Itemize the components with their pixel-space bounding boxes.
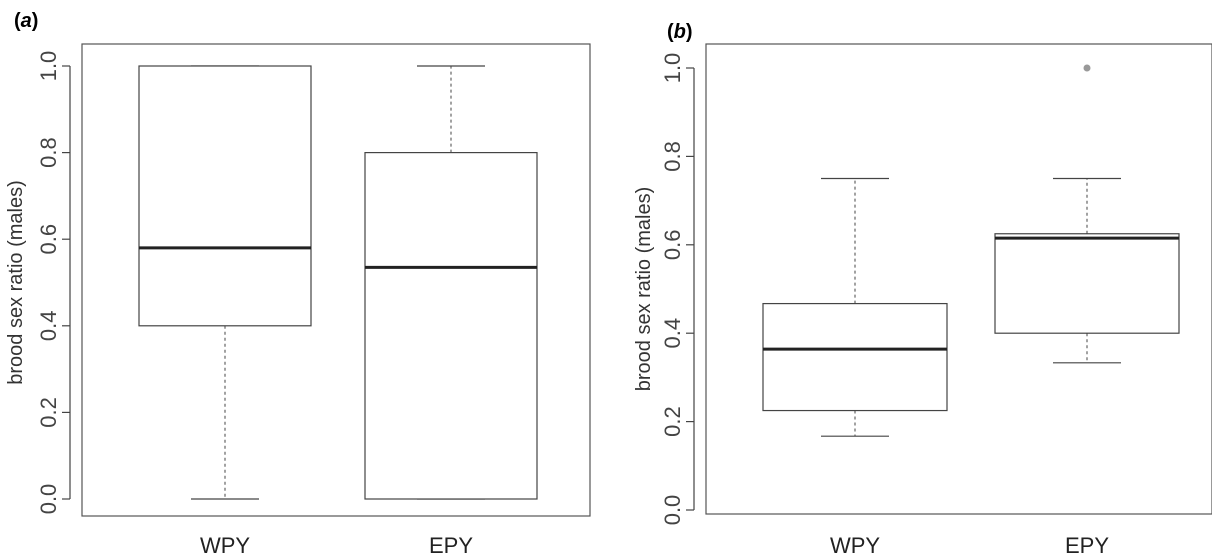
box-epy: EPY: [364, 65, 538, 557]
y-tick-label: 0.4: [36, 311, 61, 342]
y-tick-label: 0.8: [660, 141, 685, 172]
plot-frame: [705, 43, 1212, 515]
iqr-box: [138, 65, 312, 327]
iqr-box: [762, 302, 948, 412]
plot-frame: [81, 43, 591, 517]
box-wpy: WPY: [762, 177, 948, 557]
box-wpy: WPY: [138, 65, 312, 557]
panel-label: (b): [667, 21, 693, 43]
y-axis-label: brood sex ratio (males): [633, 187, 655, 392]
outlier-point: [1083, 64, 1091, 72]
iqr-box: [994, 233, 1180, 334]
y-tick-label: 1.0: [36, 51, 61, 82]
y-tick-label: 0.6: [36, 224, 61, 255]
y-tick-label: 0.2: [36, 397, 61, 428]
panel-label: (a): [14, 10, 38, 32]
y-tick-label: 1.0: [660, 53, 685, 84]
iqr-box: [364, 152, 538, 500]
y-tick-label: 0.0: [36, 484, 61, 515]
x-category-label: EPY: [429, 533, 473, 557]
y-tick-label: 0.6: [660, 230, 685, 261]
x-category-label: EPY: [1065, 533, 1109, 557]
y-axis-label: brood sex ratio (males): [5, 180, 27, 385]
chart-panel-b: 0.0 0.2 0.4 0.6 0.8 1.0 brood sex ratio (males…: [633, 21, 1212, 557]
chart-panel-a: 0.0 0.2 0.4 0.6 0.8 1.0 brood sex ratio (males…: [5, 10, 591, 557]
y-tick-label: 0.2: [660, 406, 685, 437]
y-tick-label: 0.4: [660, 318, 685, 349]
x-category-label: WPY: [830, 533, 880, 557]
y-tick-label: 0.0: [660, 495, 685, 526]
x-category-label: WPY: [200, 533, 250, 557]
y-tick-label: 0.8: [36, 137, 61, 168]
box-epy: EPY: [994, 64, 1180, 557]
